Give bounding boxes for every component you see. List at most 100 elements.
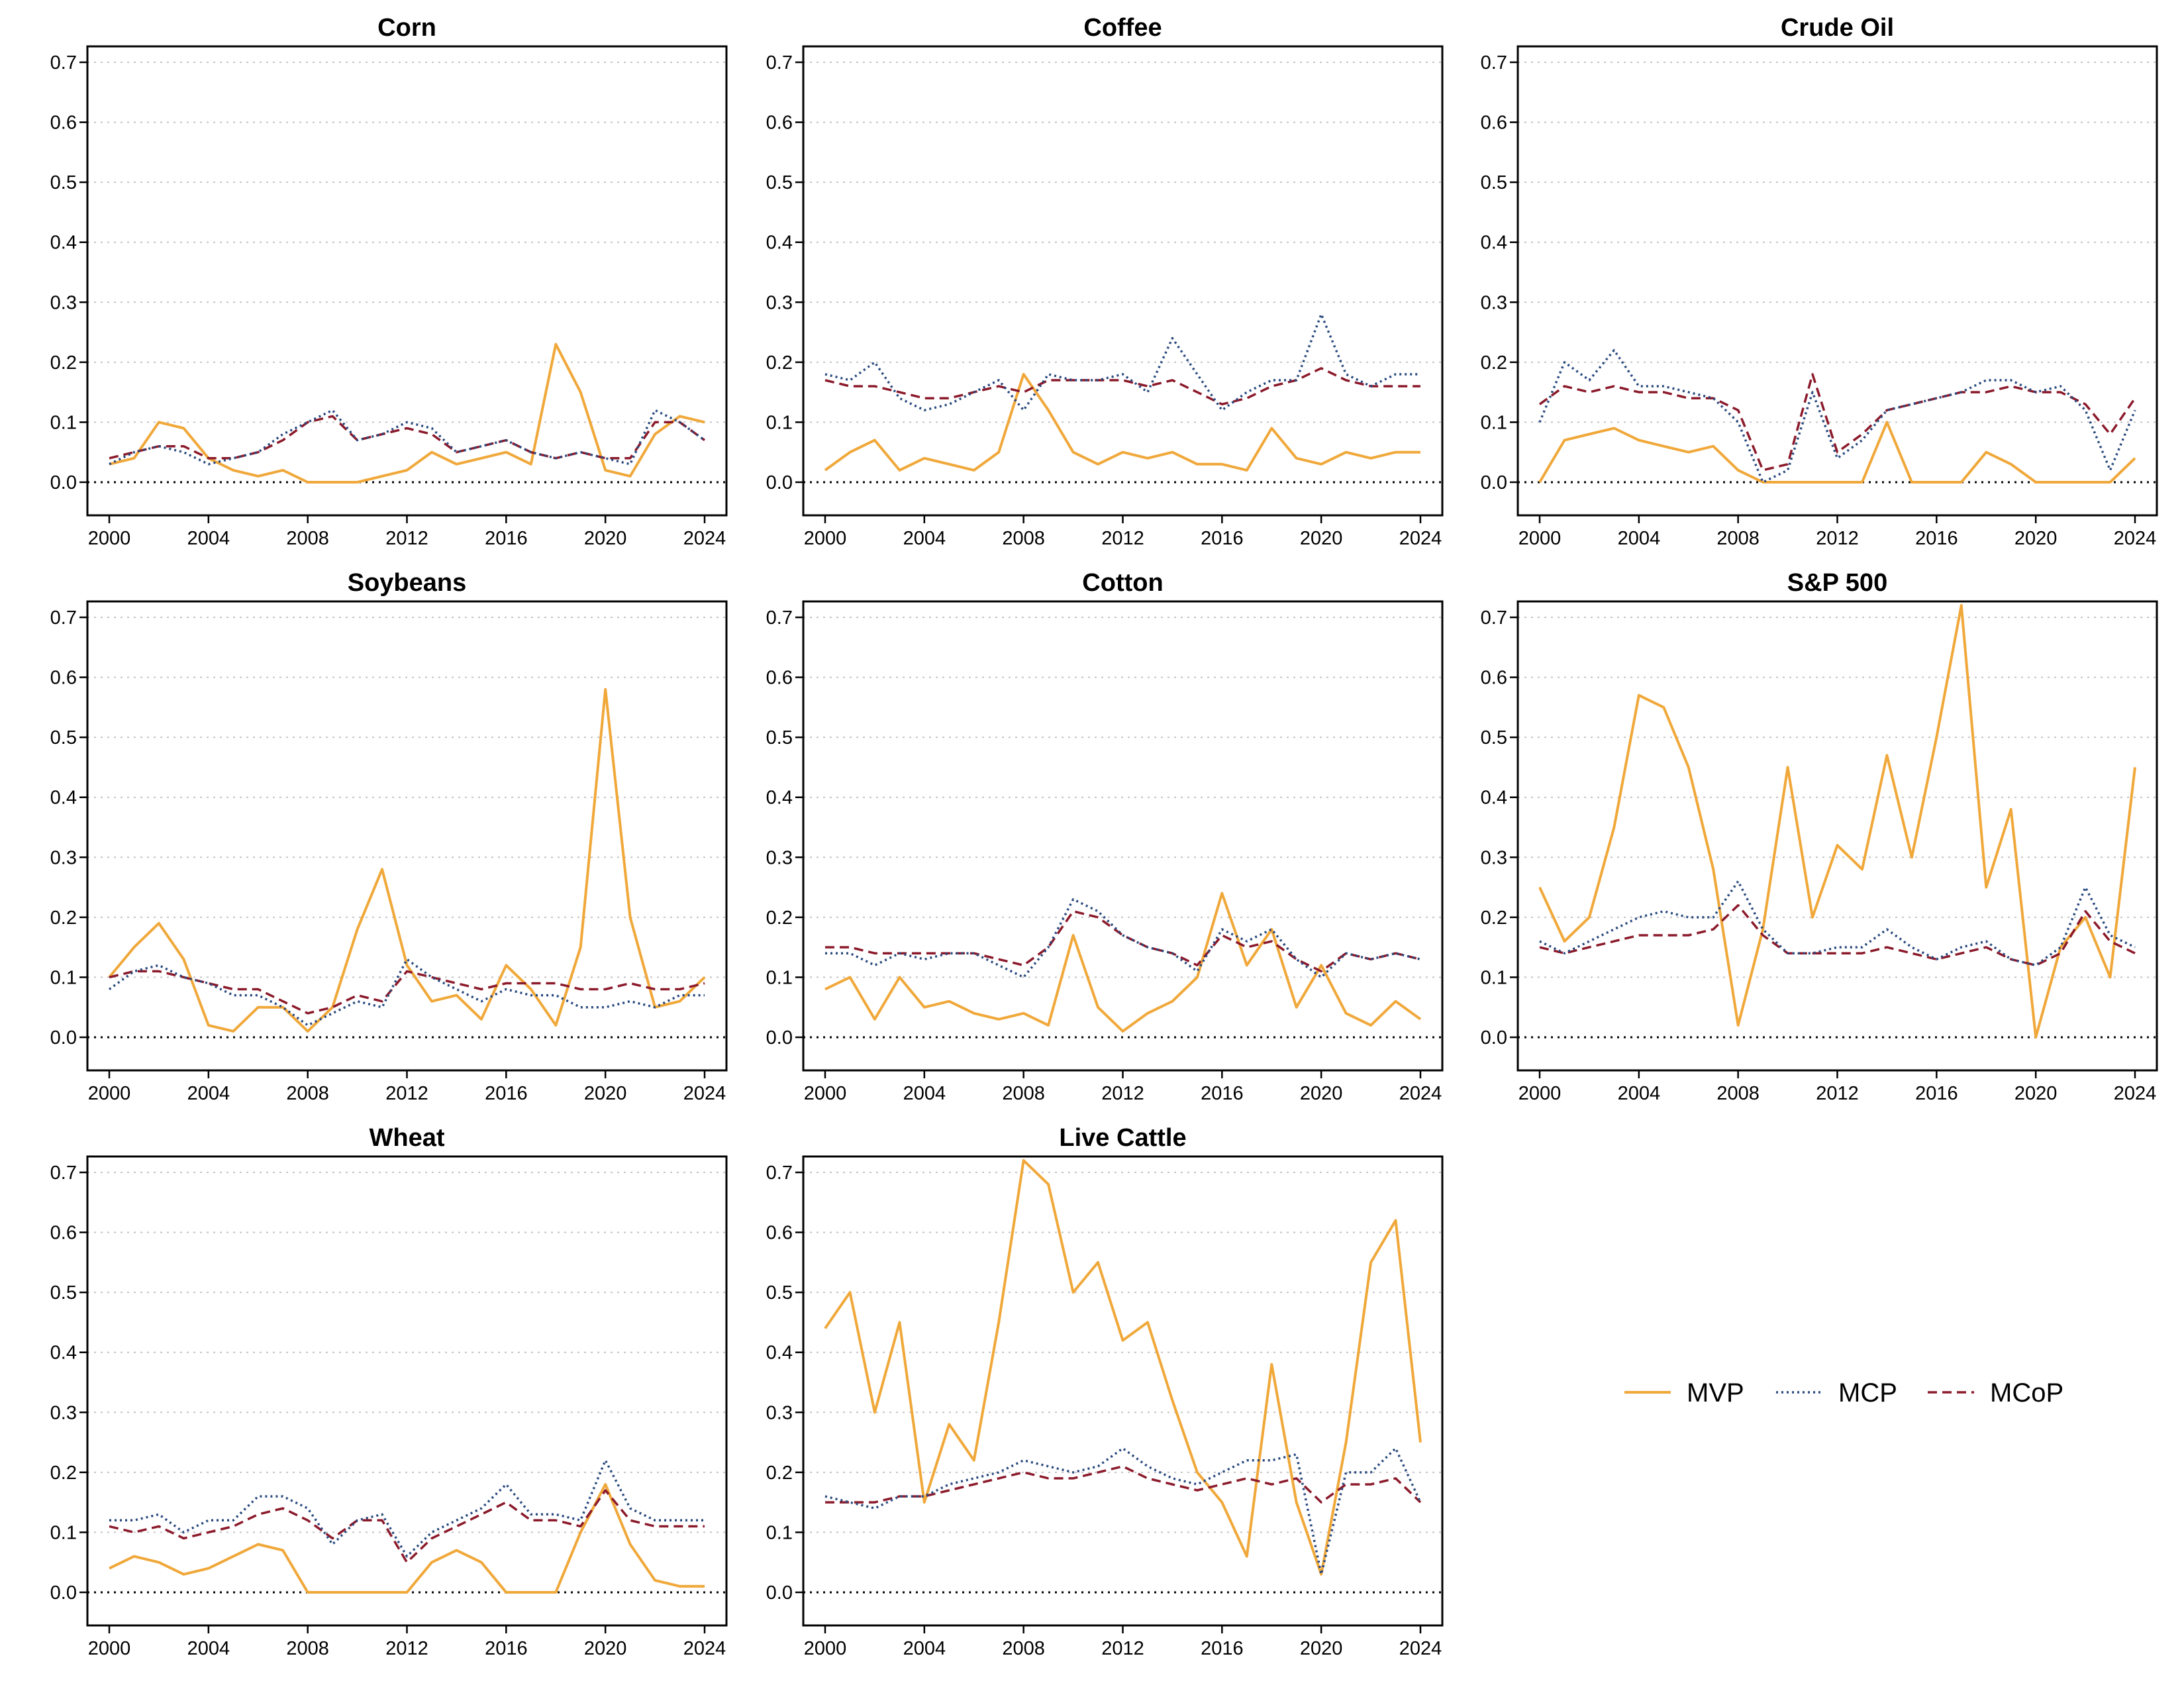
x-tick-label: 2020 xyxy=(1300,1083,1343,1104)
plot-frame xyxy=(802,45,1444,517)
y-tick-label: 0.1 xyxy=(1481,967,1507,988)
series-line-mcop xyxy=(824,367,1420,406)
x-tick-label: 2000 xyxy=(88,1083,131,1104)
x-tick-label: 2024 xyxy=(1399,528,1442,549)
panel-title-cotton: Cotton xyxy=(1082,569,1163,597)
y-tick-label: 0.2 xyxy=(1481,352,1507,374)
x-tick-label: 2020 xyxy=(584,1638,627,1659)
x-tick-label: 2016 xyxy=(1201,1083,1244,1104)
panel-corn: Corn 0.0 0.1 0.2 0.3 0.4 0.5 0.6 0.7 2000 2004 2008… xyxy=(50,14,728,549)
plot-frame xyxy=(1516,45,2158,517)
y-tick-label: 0.3 xyxy=(50,847,77,868)
y-tick-label: 0.0 xyxy=(766,1027,793,1049)
x-tick-label: 2000 xyxy=(1518,1083,1562,1104)
y-tick-label: 0.1 xyxy=(766,967,793,988)
y-tick-label: 0.1 xyxy=(50,967,77,988)
x-tick-label: 2024 xyxy=(2114,528,2157,549)
plot-frame xyxy=(802,600,1444,1072)
x-tick-label: 2016 xyxy=(1915,528,1958,549)
x-tick-label: 2012 xyxy=(1816,1083,1859,1104)
y-tick-label: 0.5 xyxy=(766,172,793,193)
y-tick-label: 0.1 xyxy=(766,1522,793,1543)
x-tick-label: 2008 xyxy=(1716,528,1760,549)
panel-title-corn: Corn xyxy=(377,14,436,42)
y-tick-label: 0.0 xyxy=(766,1582,793,1604)
plot-frame xyxy=(86,45,728,517)
x-tick-label: 2016 xyxy=(485,1638,528,1659)
y-tick-label: 0.6 xyxy=(1481,113,1507,134)
y-tick-label: 0.4 xyxy=(50,232,77,254)
x-tick-label: 2012 xyxy=(1816,528,1859,549)
panel-title-coffee: Coffee xyxy=(1083,14,1162,42)
y-tick-label: 0.2 xyxy=(50,907,77,929)
x-tick-label: 2004 xyxy=(903,1638,946,1659)
panel-wheat: Wheat 0.0 0.1 0.2 0.3 0.4 0.5 0.6 0.7 2000 2004 200… xyxy=(50,1124,728,1659)
x-tick-label: 2008 xyxy=(1002,1083,1045,1104)
y-tick-label: 0.1 xyxy=(1481,412,1507,433)
y-tick-label: 0.0 xyxy=(50,1582,77,1604)
x-tick-label: 2024 xyxy=(1399,1638,1442,1659)
x-tick-label: 2024 xyxy=(683,528,726,549)
panel-title-soybeans: Soybeans xyxy=(348,569,467,597)
y-tick-label: 0.2 xyxy=(50,1462,77,1484)
x-tick-label: 2008 xyxy=(1002,528,1045,549)
x-tick-label: 2000 xyxy=(804,528,847,549)
y-tick-label: 0.4 xyxy=(766,232,793,254)
y-tick-label: 0.7 xyxy=(766,52,793,74)
y-tick-label: 0.0 xyxy=(50,472,77,493)
series-line-mcp xyxy=(108,958,705,1027)
y-tick-label: 0.5 xyxy=(50,172,77,193)
series-line-mcp xyxy=(109,409,706,466)
panel-cotton: Cotton 0.0 0.1 0.2 0.3 0.4 0.5 0.6 0.7 2000 2004 20… xyxy=(766,569,1444,1104)
panel-title-live-cattle: Live Cattle xyxy=(1059,1124,1186,1152)
x-tick-label: 2016 xyxy=(1201,528,1244,549)
x-tick-label: 2004 xyxy=(903,1083,946,1104)
y-tick-label: 0.5 xyxy=(1481,727,1507,748)
x-tick-label: 2004 xyxy=(1618,528,1661,549)
x-tick-label: 2000 xyxy=(804,1083,847,1104)
panel-title-s-p-500: S&P 500 xyxy=(1787,569,1887,597)
y-tick-label: 0.3 xyxy=(1481,847,1507,868)
x-tick-label: 2004 xyxy=(187,1083,230,1104)
legend-label-mvp: MVP xyxy=(1687,1378,1744,1408)
y-tick-label: 0.5 xyxy=(50,1282,77,1304)
x-tick-label: 2024 xyxy=(683,1083,726,1104)
panel-s-p-500: S&P 500 0.0 0.1 0.2 0.3 0.4 0.5 0.6 0.7 2000 2004 2… xyxy=(1481,569,2158,1104)
series-line-mcop xyxy=(109,970,705,1015)
y-tick-label: 0.5 xyxy=(1481,172,1507,193)
x-tick-label: 2020 xyxy=(1300,1638,1343,1659)
panel-title-crude-oil: Crude Oil xyxy=(1781,14,1894,42)
x-tick-label: 2016 xyxy=(1201,1638,1244,1659)
plot-frame xyxy=(86,600,728,1072)
y-tick-label: 0.0 xyxy=(766,472,793,493)
y-tick-label: 0.6 xyxy=(50,1223,77,1244)
series-line-mvp xyxy=(1538,603,2136,1039)
x-tick-label: 2012 xyxy=(1101,1638,1144,1659)
panel-live-cattle: Live Cattle 0.0 0.1 0.2 0.3 0.4 0.5 0.6 0.7 2000 2… xyxy=(766,1124,1444,1659)
plot-frame xyxy=(1516,600,2158,1072)
x-tick-label: 2012 xyxy=(1101,1083,1144,1104)
y-tick-label: 0.0 xyxy=(1481,472,1507,493)
y-tick-label: 0.5 xyxy=(766,727,793,748)
y-tick-label: 0.7 xyxy=(50,52,77,74)
x-tick-label: 2016 xyxy=(485,1083,528,1104)
panel-crude-oil: Crude Oil 0.0 0.1 0.2 0.3 0.4 0.5 0.6 0.7 2000 200… xyxy=(1481,14,2158,549)
y-tick-label: 0.5 xyxy=(766,1282,793,1304)
panel-coffee: Coffee 0.0 0.1 0.2 0.3 0.4 0.5 0.6 0.7 2000 2004 20… xyxy=(766,14,1444,549)
series-line-mcp xyxy=(1538,348,2136,484)
series-line-mvp xyxy=(109,342,705,484)
x-tick-label: 2020 xyxy=(2014,1083,2058,1104)
series-line-mcop xyxy=(109,415,706,460)
y-tick-label: 0.7 xyxy=(1481,52,1507,74)
x-tick-label: 2000 xyxy=(88,1638,131,1659)
y-tick-label: 0.3 xyxy=(1481,292,1507,313)
y-tick-label: 0.4 xyxy=(766,1343,793,1364)
x-tick-label: 2024 xyxy=(2114,1083,2157,1104)
y-tick-label: 0.4 xyxy=(766,788,793,809)
x-tick-label: 2004 xyxy=(187,1638,230,1659)
series-line-mcp xyxy=(825,898,1421,979)
y-tick-label: 0.2 xyxy=(766,352,793,374)
x-tick-label: 2000 xyxy=(88,528,131,549)
series-line-mcop xyxy=(1539,903,2136,967)
